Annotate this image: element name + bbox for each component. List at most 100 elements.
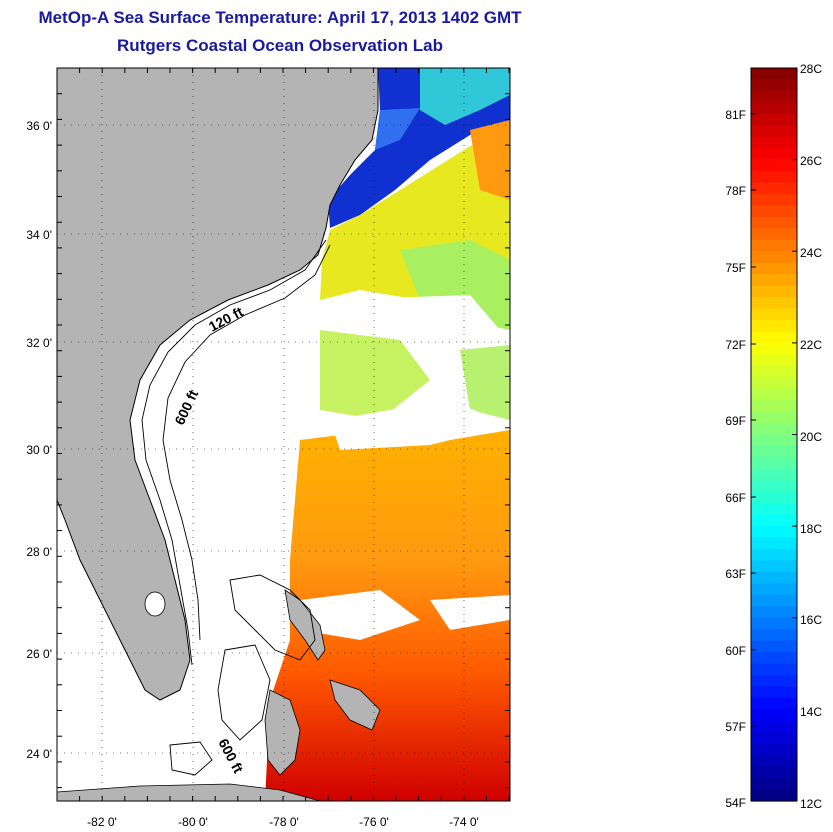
celsius-label: 22C — [800, 338, 822, 352]
colorbar-band — [751, 491, 797, 504]
celsius-label: 20C — [800, 430, 822, 444]
fahrenheit-label: 60F — [725, 644, 746, 658]
colorbar-band — [751, 308, 797, 321]
fahrenheit-label: 72F — [725, 338, 746, 352]
sst-cyan-band — [420, 68, 510, 125]
colorbar-band — [751, 354, 797, 367]
colorbar-band — [751, 68, 797, 81]
colorbar-band — [751, 148, 797, 161]
colorbar-band — [751, 709, 797, 722]
colorbar-band — [751, 262, 797, 275]
colorbar-band — [751, 514, 797, 527]
fahrenheit-labels: 81F 78F 75F 72F 69F 66F 63F 60F 57F 54F — [725, 108, 746, 810]
colorbar-band — [751, 205, 797, 218]
fahrenheit-label: 63F — [725, 567, 746, 581]
fahrenheit-label: 75F — [725, 261, 746, 275]
cloud-gap — [300, 590, 420, 640]
colorbar-band — [751, 365, 797, 378]
lon-label: -80 0' — [178, 815, 208, 829]
colorbar-band — [751, 423, 797, 436]
colorbar-band — [751, 274, 797, 287]
celsius-label: 24C — [800, 246, 822, 260]
colorbar-band — [751, 434, 797, 447]
fahrenheit-label: 54F — [725, 796, 746, 810]
colorbar-band — [751, 411, 797, 424]
colorbar-band — [751, 377, 797, 390]
land-bahamas — [329, 679, 381, 731]
colorbar-band — [751, 480, 797, 493]
lat-label: 34 0' — [26, 228, 52, 242]
colorbar-band — [751, 789, 797, 802]
colorbar-band — [751, 652, 797, 665]
colorbar-band — [751, 102, 797, 115]
celsius-label: 18C — [800, 522, 822, 536]
sst-green-patches — [400, 240, 510, 330]
colorbar-band — [751, 629, 797, 642]
lat-label: 32 0' — [26, 336, 52, 350]
colorbar-band — [751, 90, 797, 103]
sst-orange-north — [470, 120, 510, 200]
colorbar-band — [751, 400, 797, 413]
lat-label: 30 0' — [26, 443, 52, 457]
fahrenheit-label: 57F — [725, 720, 746, 734]
sst-green-mid — [320, 330, 430, 420]
colorbar-band — [751, 755, 797, 768]
colorbar-band — [751, 228, 797, 241]
colorbar-band — [751, 216, 797, 229]
colorbar-band — [751, 182, 797, 195]
lon-tick-labels: -82 0' -80 0' -78 0' -76 0' -74 0' — [87, 815, 479, 829]
contour-bahamas-south — [217, 644, 271, 741]
colorbar-band — [751, 79, 797, 92]
land-bahamas — [284, 589, 326, 661]
colorbar-band — [751, 445, 797, 459]
colorbar-band — [751, 125, 797, 138]
colorbar-band — [751, 686, 797, 699]
colorbar-band — [751, 239, 797, 252]
cloud-gap — [430, 595, 510, 630]
celsius-label: 26C — [800, 154, 822, 168]
celsius-label: 16C — [800, 613, 822, 627]
colorbar-ticks — [751, 67, 797, 802]
sst-shelf-blue — [375, 108, 420, 150]
land-cuba — [57, 783, 321, 801]
colorbar-band — [751, 549, 797, 562]
colorbar-band — [751, 331, 797, 344]
colorbar-band — [751, 697, 797, 710]
contour-bahamas — [229, 574, 316, 661]
colorbar-band — [751, 743, 797, 756]
lat-tick-labels: 36 0' 34 0' 32 0' 30 0' 28 0' 26 0' 24 0… — [26, 119, 52, 761]
map-title: MetOp-A Sea Surface Temperature: April 1… — [38, 8, 522, 27]
colorbar-band — [751, 720, 797, 733]
colorbar-band — [751, 113, 797, 126]
lat-label: 26 0' — [26, 647, 52, 661]
colorbar-band — [751, 526, 797, 539]
celsius-labels: 28C 26C 24C 22C 20C 18C 16C 14C 12C — [800, 62, 822, 811]
colorbar-band — [751, 503, 797, 516]
colorbar-band — [751, 457, 797, 470]
colorbar-band — [751, 778, 797, 791]
colorbar-band — [751, 193, 797, 207]
celsius-label: 14C — [800, 705, 822, 719]
colorbar-gradient — [751, 68, 797, 802]
colorbar-band — [751, 766, 797, 779]
fahrenheit-label: 81F — [725, 108, 746, 122]
colorbar-band — [751, 732, 797, 745]
colorbar-band — [751, 136, 797, 149]
map-ticks — [56, 67, 510, 801]
contour-cuba-shelf — [169, 741, 213, 776]
lon-label: -74 0' — [449, 815, 479, 829]
contour-120ft — [141, 239, 327, 666]
colorbar-band — [751, 251, 797, 264]
celsius-label: 28C — [800, 62, 822, 76]
fahrenheit-label: 69F — [725, 414, 746, 428]
colorbar-band — [751, 663, 797, 676]
lon-label: -78 0' — [269, 815, 299, 829]
colorbar-band — [751, 583, 797, 596]
map-subtitle: Rutgers Coastal Ocean Observation Lab — [117, 36, 443, 55]
colorbar-band — [751, 571, 797, 584]
colorbar-band — [751, 537, 797, 550]
colorbar-band — [751, 606, 797, 619]
lat-label: 28 0' — [26, 545, 52, 559]
colorbar-band — [751, 319, 797, 333]
